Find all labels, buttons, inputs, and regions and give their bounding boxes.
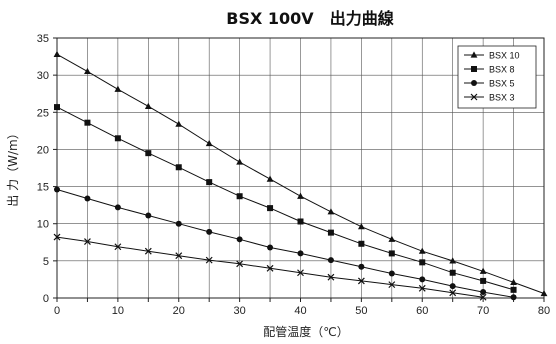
data-point (54, 51, 61, 57)
data-point (237, 193, 243, 199)
y-axis-title: 出 力（W/m） (6, 127, 20, 206)
y-tick-label: 20 (37, 144, 49, 156)
data-point (267, 176, 274, 182)
data-point (115, 204, 121, 210)
data-point (358, 264, 364, 270)
data-point (206, 140, 213, 146)
legend-label: BSX 5 (489, 79, 515, 89)
data-point (297, 193, 304, 199)
data-point (115, 135, 121, 141)
data-point (389, 250, 395, 256)
data-point (389, 270, 395, 276)
x-tick-label: 10 (112, 305, 124, 317)
y-tick-label: 30 (37, 70, 49, 82)
y-tick-label: 10 (37, 219, 49, 231)
data-point (84, 68, 91, 74)
data-point (511, 287, 517, 293)
data-point (358, 241, 364, 247)
data-point (54, 187, 60, 193)
legend-label: BSX 3 (489, 93, 515, 103)
data-point (328, 208, 335, 214)
data-point (114, 86, 121, 92)
data-point (298, 218, 304, 224)
data-point (206, 229, 212, 235)
chart-title: BSX 100V 出力曲線 (226, 9, 393, 28)
data-point (328, 230, 334, 236)
data-point (298, 250, 304, 256)
data-point (328, 257, 334, 263)
data-point (471, 80, 477, 86)
data-point (237, 236, 243, 242)
data-point (480, 278, 486, 284)
data-point (84, 195, 90, 201)
x-tick-label: 20 (173, 305, 185, 317)
legend-label: BSX 10 (489, 51, 520, 61)
x-tick-label: 30 (234, 305, 246, 317)
x-tick-label: 80 (538, 305, 550, 317)
x-tick-label: 70 (477, 305, 489, 317)
data-point (54, 104, 60, 110)
data-point (480, 289, 486, 295)
x-tick-label: 40 (294, 305, 306, 317)
x-tick-label: 60 (416, 305, 428, 317)
series-line (57, 107, 514, 290)
legend-label: BSX 8 (489, 65, 515, 75)
y-tick-label: 5 (43, 256, 49, 268)
x-tick-label: 0 (54, 305, 60, 317)
data-point (236, 158, 243, 164)
y-tick-label: 25 (37, 107, 49, 119)
series-line (57, 190, 514, 298)
data-point (419, 259, 425, 265)
data-point (358, 223, 365, 229)
data-point (450, 270, 456, 276)
data-point (176, 221, 182, 227)
data-point (175, 121, 182, 127)
data-point (267, 205, 273, 211)
data-point (511, 294, 517, 300)
legend: BSX 10 BSX 8 BSX 5 BSX 3 (458, 46, 536, 108)
y-tick-label: 0 (43, 293, 49, 305)
data-point (419, 276, 425, 282)
x-axis-title: 配管温度（℃） (263, 324, 348, 339)
y-tick-label: 35 (37, 33, 49, 45)
series-bsx-8 (54, 104, 517, 293)
data-point (471, 66, 477, 72)
data-point (145, 103, 152, 109)
data-point (267, 244, 273, 250)
x-tick-label: 50 (355, 305, 367, 317)
y-tick-label: 15 (37, 182, 49, 194)
data-point (84, 120, 90, 126)
data-point (450, 283, 456, 289)
data-point (145, 213, 151, 219)
data-point (145, 150, 151, 156)
data-point (206, 179, 212, 185)
data-point (176, 164, 182, 170)
series-bsx-5 (54, 187, 517, 301)
